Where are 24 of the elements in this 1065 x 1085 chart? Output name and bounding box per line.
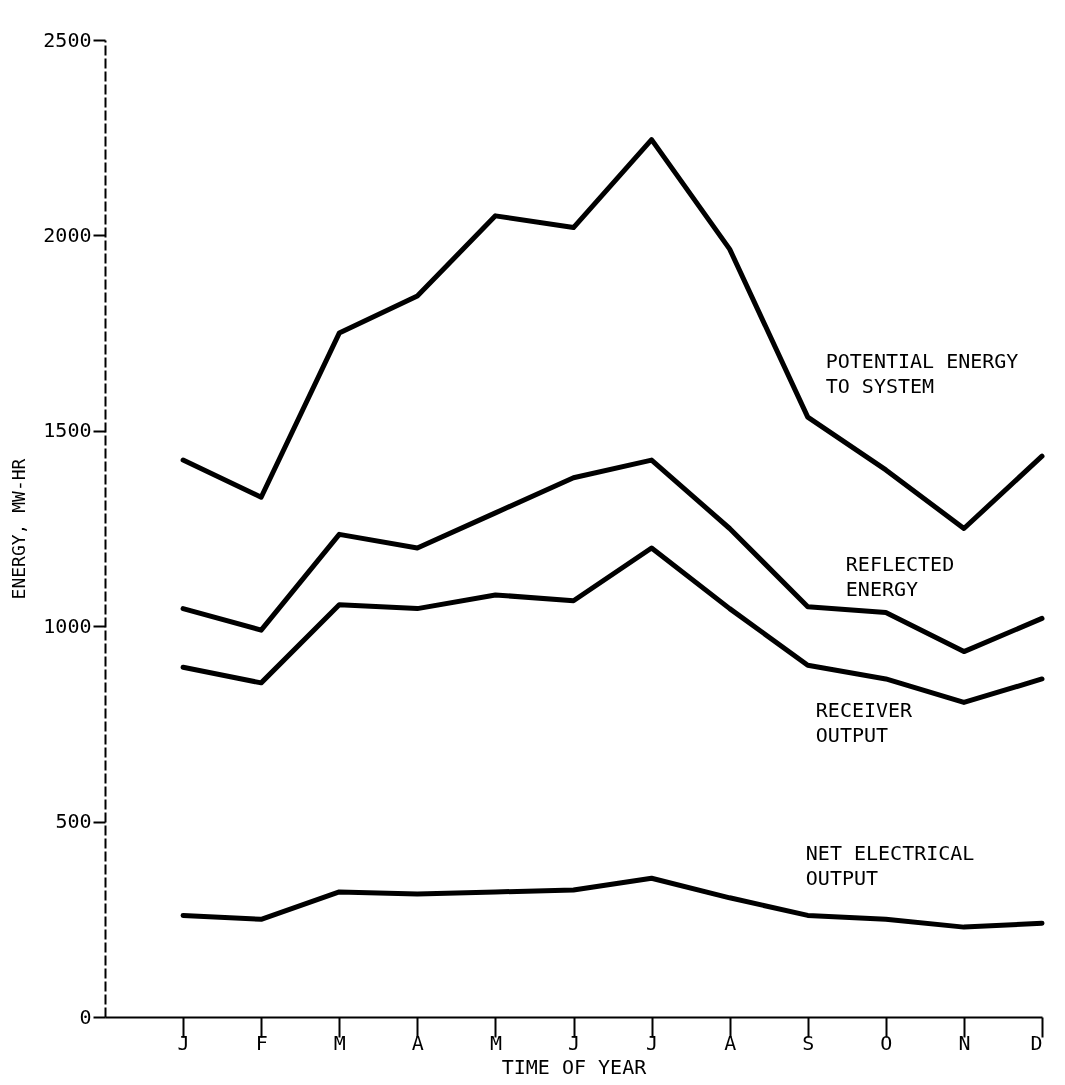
y-tick-label: 1500 <box>43 418 92 443</box>
x-axis-title: TIME OF YEAR <box>501 1054 648 1079</box>
x-tick-label: O <box>880 1030 893 1055</box>
x-tick-label: M <box>489 1030 502 1055</box>
x-tick-label: J <box>567 1030 581 1055</box>
x-tick-label: N <box>958 1030 971 1055</box>
y-axis-title: ENERGY, MW-HR <box>8 458 30 600</box>
series-label: POTENTIAL ENERGY TO SYSTEM <box>825 349 1019 399</box>
y-tick-label: 0 <box>79 1004 92 1029</box>
x-tick-label: A <box>411 1030 424 1055</box>
x-tick-label: M <box>333 1030 346 1055</box>
x-tick-label: D <box>1030 1030 1043 1055</box>
y-tick-label: 1000 <box>43 613 92 638</box>
x-tick-label: J <box>177 1030 190 1055</box>
series-label: RECEIVER OUTPUT <box>815 697 914 747</box>
y-tick-label: 2000 <box>43 222 92 247</box>
x-tick-label: S <box>802 1030 815 1055</box>
series-label: NET ELECTRICAL OUTPUT <box>805 841 975 891</box>
series-label: REFLECTED ENERGY <box>845 551 955 601</box>
y-tick-label: 500 <box>55 809 92 834</box>
y-tick-label: 2500 <box>43 27 92 52</box>
x-tick-label: J <box>646 1030 659 1055</box>
x-tick-label: A <box>724 1030 737 1055</box>
x-tick-label: F <box>255 1030 268 1055</box>
